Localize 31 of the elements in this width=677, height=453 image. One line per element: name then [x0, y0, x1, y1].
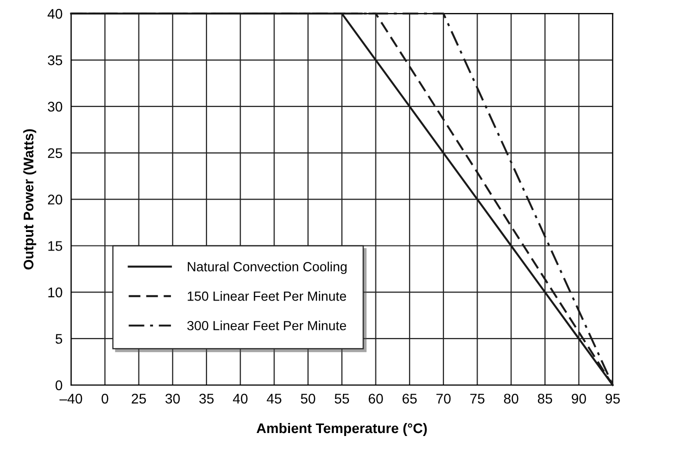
y-tick-label: 20 [48, 194, 62, 204]
x-tick-label: –40 [60, 394, 82, 404]
x-tick-label: 0 [102, 394, 108, 404]
legend-label: 150 Linear Feet Per Minute [188, 291, 346, 301]
legend-label: Natural Convection Cooling [188, 262, 347, 274]
x-tick-label: 30 [165, 394, 180, 404]
y-tick-label: 40 [48, 8, 62, 19]
y-tick-label: 15 [48, 241, 62, 251]
y-tick-label: 0 [56, 380, 62, 390]
x-tick-label: 45 [266, 394, 282, 404]
x-tick-label: 70 [436, 394, 451, 404]
x-tick-label: 55 [334, 394, 350, 404]
x-tick-label: 40 [232, 394, 248, 404]
x-tick-label: 85 [538, 394, 552, 404]
x-tick-label: 25 [132, 394, 146, 404]
x-tick-label: 50 [300, 394, 316, 404]
legend-label: 300 Linear Feet Per Minute [187, 320, 346, 330]
x-axis-title: Ambient Temperature (°C) [256, 422, 427, 436]
x-tick-label: 80 [504, 394, 518, 404]
y-tick-label: 25 [48, 148, 62, 158]
x-tick-label: 60 [368, 394, 383, 404]
x-tick-label: 65 [402, 394, 417, 404]
y-tick-label: 10 [48, 288, 62, 298]
y-axis-title: Output Power (Watts) [23, 129, 36, 270]
x-tick-label: 95 [606, 394, 620, 404]
x-tick-label: 75 [470, 394, 484, 404]
x-tick-label: 90 [572, 394, 586, 404]
y-tick-label: 5 [56, 334, 62, 344]
y-tick-label: 35 [48, 55, 62, 66]
y-tick-label: 30 [48, 102, 62, 112]
x-tick-label: 35 [199, 394, 214, 404]
